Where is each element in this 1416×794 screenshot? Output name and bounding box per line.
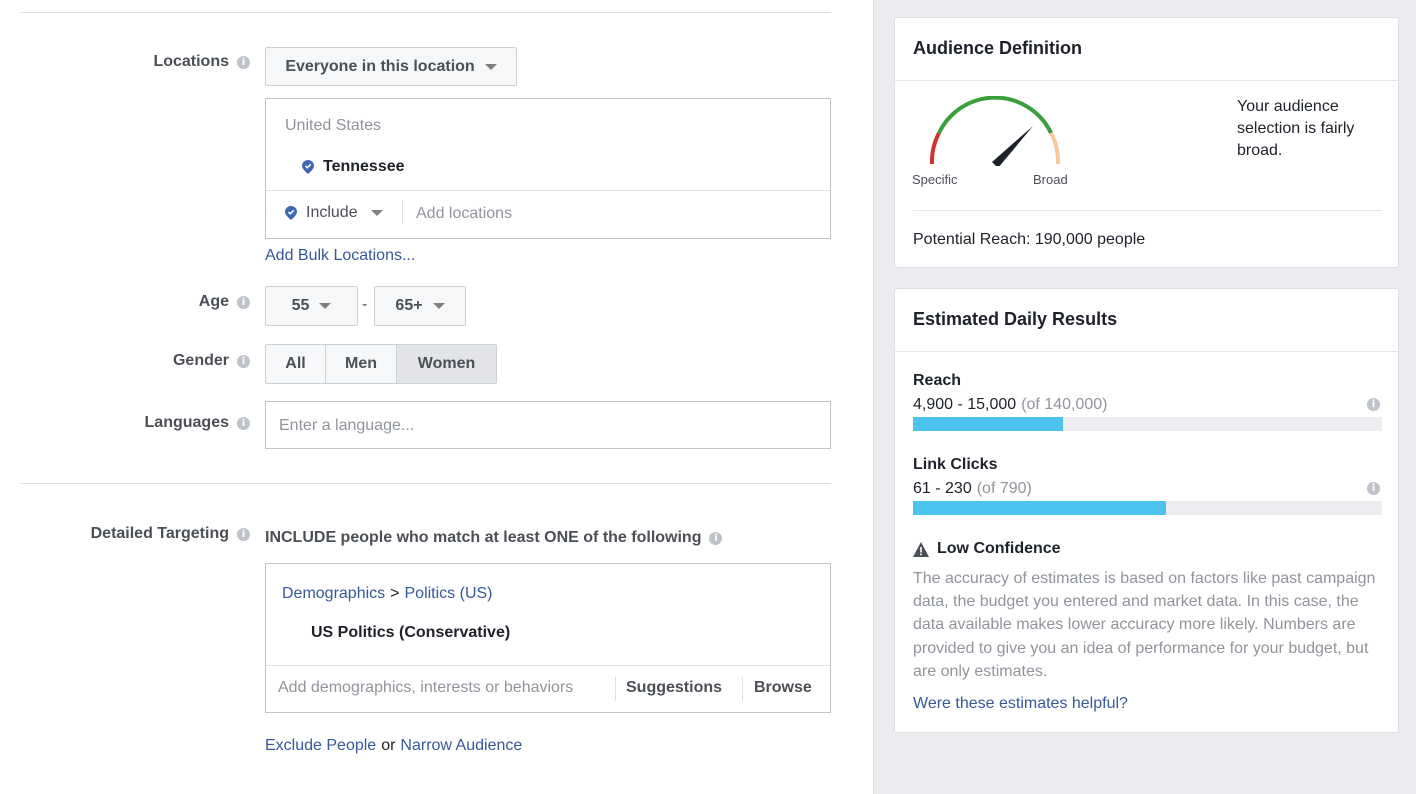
- location-pin-icon: [285, 206, 297, 220]
- selected-targeting-item[interactable]: US Politics (Conservative): [311, 624, 511, 641]
- audience-gauge: [929, 96, 1061, 166]
- detailed-targeting-box: Demographics > Politics (US) US Politics…: [265, 563, 831, 713]
- age-separator: -: [362, 296, 368, 313]
- languages-input[interactable]: Enter a language...: [265, 401, 831, 449]
- reach-bar: [913, 417, 1382, 431]
- divider: [20, 483, 831, 484]
- gender-label-row: Gender i: [0, 352, 250, 376]
- link-clicks-bar: [913, 501, 1382, 515]
- narrow-audience-link[interactable]: Narrow Audience: [400, 737, 523, 754]
- add-bulk-locations-link[interactable]: Add Bulk Locations...: [265, 247, 416, 264]
- info-icon[interactable]: i: [237, 354, 250, 368]
- locations-label-row: Locations i: [0, 53, 250, 77]
- audience-description: Your audience selection is fairly broad.: [1237, 98, 1355, 159]
- info-icon[interactable]: i: [709, 531, 723, 545]
- languages-label-row: Languages i: [0, 414, 250, 438]
- gender-label: Gender i: [173, 352, 250, 370]
- reach-bar-fill: [913, 417, 1064, 431]
- caret-down-icon: [432, 303, 445, 309]
- info-icon[interactable]: i: [1367, 482, 1380, 495]
- caret-down-icon: [370, 210, 383, 216]
- gender-option-women[interactable]: Women: [397, 345, 496, 383]
- divider: [913, 210, 1382, 211]
- estimated-results-title: Estimated Daily Results: [895, 289, 1398, 352]
- suggestions-button[interactable]: Suggestions: [626, 679, 723, 696]
- browse-button[interactable]: Browse: [754, 679, 812, 696]
- languages-label: Languages i: [145, 414, 250, 432]
- gauge-broad-label: Broad: [1033, 172, 1068, 187]
- gauge-specific-label: Specific: [912, 172, 958, 187]
- age-min-dropdown[interactable]: 55: [265, 286, 358, 326]
- divider: [20, 12, 831, 13]
- country-label: United States: [285, 117, 382, 134]
- caret-down-icon: [484, 63, 497, 70]
- link-clicks-values: 61 - 230 (of 790): [913, 480, 1032, 497]
- exclude-narrow-row: Exclude People or Narrow Audience: [265, 737, 523, 754]
- breadcrumb-demographics[interactable]: Demographics: [282, 585, 386, 602]
- reach-values: 4,900 - 15,000 (of 140,000): [913, 396, 1108, 413]
- add-targeting-input[interactable]: Add demographics, interests or behaviors: [278, 679, 574, 696]
- age-max-dropdown[interactable]: 65+: [374, 286, 466, 326]
- divider: [266, 190, 830, 191]
- estimated-results-card: Estimated Daily Results Reach 4,900 - 15…: [894, 288, 1399, 733]
- potential-reach: Potential Reach: 190,000 people: [913, 231, 1146, 248]
- exclude-people-link[interactable]: Exclude People: [265, 737, 377, 754]
- divider: [266, 665, 830, 666]
- low-confidence-heading: Low Confidence: [913, 540, 1061, 558]
- location-pin-icon: [302, 160, 314, 174]
- divider: [742, 677, 743, 701]
- age-label-row: Age i: [0, 293, 250, 317]
- reach-label: Reach: [913, 372, 962, 389]
- divider: [615, 677, 616, 701]
- detailed-targeting-heading: INCLUDE people who match at least ONE of…: [265, 529, 723, 547]
- low-confidence-text: The accuracy of estimates is based on fa…: [913, 570, 1376, 680]
- caret-down-icon: [319, 303, 332, 309]
- selected-location: Tennessee: [302, 158, 405, 176]
- add-locations-input[interactable]: Add locations: [416, 205, 513, 222]
- info-icon[interactable]: i: [237, 416, 250, 430]
- info-icon[interactable]: i: [237, 295, 250, 309]
- gender-option-all[interactable]: All: [266, 345, 326, 383]
- audience-definition-title: Audience Definition: [895, 18, 1398, 81]
- estimates-feedback-link[interactable]: Were these estimates helpful?: [913, 695, 1128, 712]
- audience-definition-card: Audience Definition Specific Broad Your …: [894, 17, 1399, 268]
- link-clicks-label: Link Clicks: [913, 456, 998, 473]
- locations-box: United States Tennessee Include Add loca…: [265, 98, 831, 239]
- location-type-dropdown[interactable]: Everyone in this location: [265, 47, 517, 86]
- info-icon[interactable]: i: [1367, 398, 1380, 411]
- gender-option-men[interactable]: Men: [326, 345, 397, 383]
- warning-icon: [913, 541, 929, 557]
- gender-segmented-control: All Men Women: [265, 344, 497, 384]
- info-icon[interactable]: i: [237, 55, 250, 69]
- link-clicks-bar-fill: [913, 501, 1167, 515]
- breadcrumb: Demographics > Politics (US): [282, 585, 493, 602]
- gauge-needle-icon: [992, 126, 1033, 166]
- divider: [402, 200, 403, 224]
- info-icon[interactable]: i: [237, 527, 250, 541]
- include-dropdown[interactable]: Include: [285, 204, 383, 222]
- age-label: Age i: [199, 293, 250, 311]
- detailed-targeting-label-row: Detailed Targeting i: [0, 525, 250, 549]
- locations-label: Locations i: [153, 53, 250, 71]
- detailed-targeting-label: Detailed Targeting i: [91, 525, 250, 543]
- targeting-panel: Locations i Everyone in this location Un…: [0, 0, 874, 794]
- breadcrumb-politics[interactable]: Politics (US): [404, 585, 493, 602]
